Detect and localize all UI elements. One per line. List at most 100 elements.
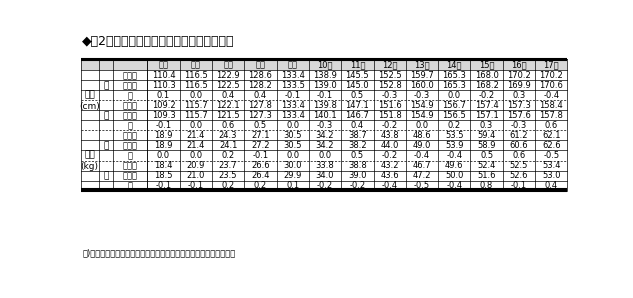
Text: 26.4: 26.4 <box>251 171 270 180</box>
Text: 127.8: 127.8 <box>249 101 272 110</box>
Text: 17歳: 17歳 <box>543 60 559 69</box>
Text: -0.2: -0.2 <box>479 91 494 100</box>
Text: -0.2: -0.2 <box>382 151 398 160</box>
Text: 52.5: 52.5 <box>510 161 528 170</box>
Bar <box>80 59 567 70</box>
Text: 110.4: 110.4 <box>152 71 175 80</box>
Text: 50.0: 50.0 <box>445 171 463 180</box>
Text: 168.2: 168.2 <box>475 81 499 90</box>
Text: 122.1: 122.1 <box>216 101 240 110</box>
Text: 52.4: 52.4 <box>477 161 496 170</box>
Text: 44.0: 44.0 <box>380 141 399 150</box>
Text: 49.0: 49.0 <box>413 141 431 150</box>
Text: 147.1: 147.1 <box>346 101 369 110</box>
Text: 170.2: 170.2 <box>507 71 531 80</box>
Text: 0.5: 0.5 <box>254 121 267 130</box>
Text: 0.1: 0.1 <box>286 181 299 190</box>
Text: 全　国: 全 国 <box>123 81 138 90</box>
Text: 152.8: 152.8 <box>378 81 401 90</box>
Text: 23.5: 23.5 <box>219 171 237 180</box>
Text: 53.4: 53.4 <box>542 161 560 170</box>
Text: 115.7: 115.7 <box>184 101 208 110</box>
Text: -0.2: -0.2 <box>317 181 333 190</box>
Text: 0.0: 0.0 <box>189 121 203 130</box>
Text: ８歳: ８歳 <box>255 60 265 69</box>
Text: 差: 差 <box>128 121 133 130</box>
Text: -0.4: -0.4 <box>543 91 560 100</box>
Text: 47.2: 47.2 <box>413 171 431 180</box>
Text: 0.4: 0.4 <box>544 181 558 190</box>
Text: 145.0: 145.0 <box>346 81 369 90</box>
Text: ７歳: ７歳 <box>223 60 233 69</box>
Text: 145.5: 145.5 <box>346 71 369 80</box>
Text: 13歳: 13歳 <box>414 60 430 69</box>
Text: 133.5: 133.5 <box>281 81 304 90</box>
Text: 0.0: 0.0 <box>318 151 332 160</box>
Text: 39.0: 39.0 <box>348 171 367 180</box>
Text: 53.0: 53.0 <box>542 171 560 180</box>
Text: 116.5: 116.5 <box>184 71 208 80</box>
Text: 全　国: 全 国 <box>123 141 138 150</box>
Text: 18.5: 18.5 <box>154 171 173 180</box>
Text: 12歳: 12歳 <box>382 60 398 69</box>
Text: 38.2: 38.2 <box>348 141 367 150</box>
Text: -0.1: -0.1 <box>511 181 527 190</box>
Text: 43.8: 43.8 <box>380 131 399 140</box>
Text: 27.2: 27.2 <box>251 141 270 150</box>
Text: 38.8: 38.8 <box>348 161 367 170</box>
Text: 165.3: 165.3 <box>442 71 467 80</box>
Text: 差: 差 <box>128 151 133 160</box>
Text: 29.9: 29.9 <box>284 171 302 180</box>
Text: -0.4: -0.4 <box>446 181 462 190</box>
Text: 154.9: 154.9 <box>410 101 434 110</box>
Text: 21.4: 21.4 <box>187 131 205 140</box>
Text: -0.3: -0.3 <box>317 121 333 130</box>
Text: 122.5: 122.5 <box>216 81 240 90</box>
Text: 109.2: 109.2 <box>152 101 175 110</box>
Text: -0.5: -0.5 <box>414 181 430 190</box>
Text: 110.3: 110.3 <box>152 81 175 90</box>
Text: 60.6: 60.6 <box>510 141 528 150</box>
Text: 18.4: 18.4 <box>154 161 173 170</box>
Text: 11歳: 11歳 <box>349 60 365 69</box>
Text: 女: 女 <box>103 111 108 120</box>
Text: 0.6: 0.6 <box>544 121 558 130</box>
Text: 27.1: 27.1 <box>251 131 270 140</box>
Text: -0.4: -0.4 <box>446 151 462 160</box>
Text: 133.4: 133.4 <box>281 71 304 80</box>
Text: 差: 差 <box>128 181 133 190</box>
Text: 30.0: 30.0 <box>284 161 302 170</box>
Text: 157.6: 157.6 <box>507 111 531 120</box>
Text: 133.4: 133.4 <box>281 101 304 110</box>
Text: -0.3: -0.3 <box>382 91 398 100</box>
Text: 0.0: 0.0 <box>415 121 429 130</box>
Text: 18.9: 18.9 <box>154 141 173 150</box>
Text: 0.2: 0.2 <box>222 181 235 190</box>
Text: 122.9: 122.9 <box>216 71 240 80</box>
Text: 男: 男 <box>103 141 108 150</box>
Text: 139.0: 139.0 <box>313 81 337 90</box>
Text: 38.7: 38.7 <box>348 131 367 140</box>
Text: 157.1: 157.1 <box>475 111 498 120</box>
Text: 30.5: 30.5 <box>284 131 302 140</box>
Text: 埼玉県: 埼玉県 <box>123 101 138 110</box>
Text: 埼玉県: 埼玉県 <box>123 131 138 140</box>
Text: 20.9: 20.9 <box>187 161 205 170</box>
Text: 23.7: 23.7 <box>219 161 237 170</box>
Text: 24.1: 24.1 <box>219 141 237 150</box>
Text: 151.6: 151.6 <box>378 101 401 110</box>
Text: 0.0: 0.0 <box>157 151 170 160</box>
Text: 全　国: 全 国 <box>123 111 138 120</box>
Text: -0.3: -0.3 <box>414 91 430 100</box>
Text: 133.4: 133.4 <box>281 111 304 120</box>
Text: 18.9: 18.9 <box>154 131 173 140</box>
Text: -0.3: -0.3 <box>511 121 527 130</box>
Text: 0.2: 0.2 <box>254 181 267 190</box>
Text: 0.2: 0.2 <box>448 121 461 130</box>
Text: 0.0: 0.0 <box>189 91 203 100</box>
Text: 53.5: 53.5 <box>445 131 463 140</box>
Text: 48.6: 48.6 <box>413 131 431 140</box>
Text: 0.6: 0.6 <box>512 151 525 160</box>
Text: 165.3: 165.3 <box>442 81 467 90</box>
Text: 58.9: 58.9 <box>477 141 496 150</box>
